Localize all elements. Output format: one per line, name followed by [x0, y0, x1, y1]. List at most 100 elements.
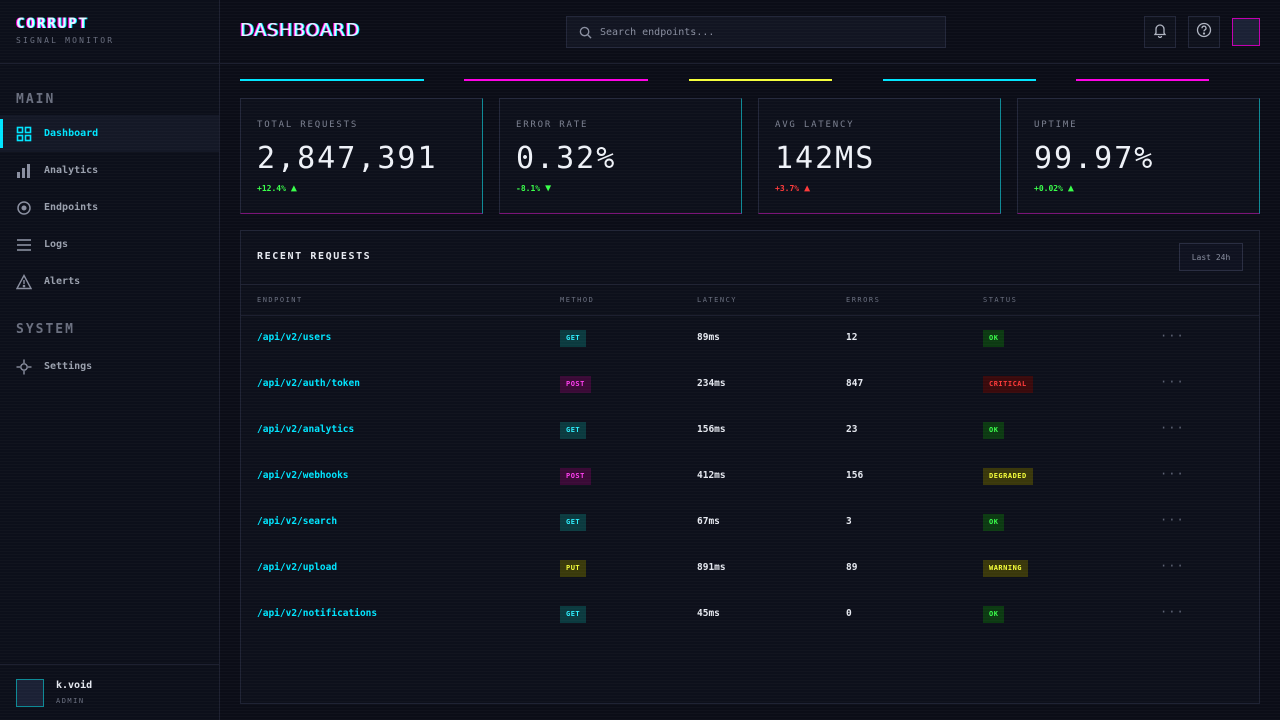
column-header-errors[interactable]: ERRORS: [846, 296, 881, 304]
errors-value: 12: [846, 332, 858, 343]
help-button[interactable]: [1188, 16, 1220, 48]
endpoint-link[interactable]: /api/v2/auth/token: [257, 378, 360, 389]
column-header-method[interactable]: METHOD: [560, 296, 595, 304]
top-header: DASHBOARD: [220, 0, 1280, 64]
table-row[interactable]: /api/v2/notifications GET 45ms 0 OK ···: [241, 592, 1259, 638]
method-badge: GET: [560, 330, 587, 347]
status-badge: OK: [983, 330, 1005, 347]
header-avatar[interactable]: [1232, 18, 1260, 46]
method-badge: GET: [560, 422, 587, 439]
more-actions-icon[interactable]: ···: [1160, 559, 1185, 573]
more-actions-icon[interactable]: ···: [1160, 375, 1185, 389]
table-row[interactable]: /api/v2/auth/token POST 234ms 847 CRITICAL ··…: [241, 362, 1259, 408]
sidebar-item-label: Logs: [44, 239, 69, 250]
latency-value: 89ms: [697, 332, 720, 343]
method-badge: POST: [560, 468, 591, 485]
accent-bar: [689, 79, 832, 81]
endpoint-link[interactable]: /api/v2/users: [257, 332, 332, 343]
table-row[interactable]: /api/v2/search GET 67ms 3 OK ···: [241, 500, 1259, 546]
errors-value: 0: [846, 608, 852, 619]
brand-logo[interactable]: CORRUPT: [16, 16, 90, 32]
user-role: ADMIN: [56, 697, 85, 705]
status-badge: OK: [983, 514, 1005, 531]
stat-value: 0.32%: [516, 141, 617, 176]
stat-card-error-rate[interactable]: ERROR RATE 0.32% -8.1% ▼: [499, 98, 742, 214]
method-badge: GET: [560, 514, 587, 531]
errors-value: 156: [846, 470, 864, 481]
table-row[interactable]: /api/v2/upload PUT 891ms 89 WARNING ···: [241, 546, 1259, 592]
search-box[interactable]: [566, 16, 946, 48]
stat-delta-text: +12.4%: [257, 184, 286, 193]
stat-card-total-requests[interactable]: TOTAL REQUESTS 2,847,391 +12.4% ▲: [240, 98, 483, 214]
sidebar-item-label: Settings: [44, 361, 93, 372]
sidebar-item-endpoints[interactable]: Endpoints: [0, 189, 219, 226]
grid-icon: [16, 126, 32, 142]
endpoint-link[interactable]: /api/v2/webhooks: [257, 470, 349, 481]
arrow-up-icon: ▲: [804, 183, 811, 194]
table-row[interactable]: /api/v2/webhooks POST 412ms 156 DEGRADED ···: [241, 454, 1259, 500]
brand-subtitle: SIGNAL MONITOR: [16, 36, 115, 45]
nav-section-system: SYSTEM: [16, 322, 75, 337]
errors-value: 89: [846, 562, 858, 573]
brand: CORRUPT SIGNAL MONITOR: [0, 0, 219, 64]
search-input[interactable]: [600, 26, 930, 38]
sidebar-item-label: Endpoints: [44, 202, 99, 213]
table-row[interactable]: /api/v2/users GET 89ms 12 OK ···: [241, 316, 1259, 362]
sidebar-item-alerts[interactable]: Alerts: [0, 263, 219, 300]
column-header-latency[interactable]: LATENCY: [697, 296, 738, 304]
avatar[interactable]: [16, 678, 44, 707]
more-actions-icon[interactable]: ···: [1160, 605, 1185, 619]
stat-delta-text: -8.1%: [516, 184, 541, 193]
more-actions-icon[interactable]: ···: [1160, 329, 1185, 343]
time-range-button[interactable]: Last 24h: [1179, 243, 1243, 271]
user-profile[interactable]: k.void ADMIN: [0, 664, 219, 720]
status-badge: WARNING: [983, 560, 1029, 577]
stat-card-uptime[interactable]: UPTIME 99.97% +0.02% ▲: [1017, 98, 1260, 214]
nav-section-main: MAIN: [16, 92, 56, 107]
latency-value: 67ms: [697, 516, 720, 527]
stat-delta: +3.7% ▲: [775, 183, 810, 194]
list-icon: [16, 237, 32, 253]
arrow-down-icon: ▼: [545, 183, 552, 194]
sidebar-item-logs[interactable]: Logs: [0, 226, 219, 263]
notifications-button[interactable]: [1144, 16, 1176, 48]
method-badge: PUT: [560, 560, 587, 577]
endpoint-link[interactable]: /api/v2/upload: [257, 562, 338, 573]
sidebar-item-dashboard[interactable]: Dashboard: [0, 115, 219, 152]
latency-value: 891ms: [697, 562, 726, 573]
column-header-status[interactable]: STATUS: [983, 296, 1018, 304]
arrow-up-icon: ▲: [290, 183, 297, 194]
search-icon: [579, 26, 592, 39]
accent-bar: [464, 79, 648, 81]
bell-icon: [1152, 22, 1168, 42]
latency-value: 156ms: [697, 424, 726, 435]
recent-requests-panel: RECENT REQUESTS Last 24h ENDPOINT METHOD…: [240, 230, 1260, 704]
sidebar: CORRUPT SIGNAL MONITOR MAIN Dashboard An…: [0, 0, 220, 720]
stat-delta: -8.1% ▼: [516, 183, 551, 194]
endpoint-link[interactable]: /api/v2/search: [257, 516, 338, 527]
endpoint-link[interactable]: /api/v2/notifications: [257, 608, 378, 619]
stat-value: 2,847,391: [257, 141, 438, 176]
help-icon: [1196, 22, 1212, 42]
sidebar-item-label: Analytics: [44, 165, 99, 176]
latency-value: 412ms: [697, 470, 726, 481]
stat-card-avg-latency[interactable]: AVG LATENCY 142MS +3.7% ▲: [758, 98, 1001, 214]
errors-value: 847: [846, 378, 864, 389]
endpoint-link[interactable]: /api/v2/analytics: [257, 424, 355, 435]
table-row[interactable]: /api/v2/analytics GET 156ms 23 OK ···: [241, 408, 1259, 454]
settings-icon: [16, 359, 32, 375]
accent-bar: [883, 79, 1036, 81]
accent-bar: [1076, 79, 1209, 81]
column-header-endpoint[interactable]: ENDPOINT: [257, 296, 303, 304]
errors-value: 23: [846, 424, 858, 435]
bar-chart-icon: [16, 163, 32, 179]
target-icon: [16, 200, 32, 216]
more-actions-icon[interactable]: ···: [1160, 421, 1185, 435]
stat-delta-text: +3.7%: [775, 184, 800, 193]
more-actions-icon[interactable]: ···: [1160, 513, 1185, 527]
stat-label: ERROR RATE: [516, 120, 589, 130]
sidebar-item-settings[interactable]: Settings: [0, 348, 219, 385]
method-badge: GET: [560, 606, 587, 623]
sidebar-item-analytics[interactable]: Analytics: [0, 152, 219, 189]
more-actions-icon[interactable]: ···: [1160, 467, 1185, 481]
